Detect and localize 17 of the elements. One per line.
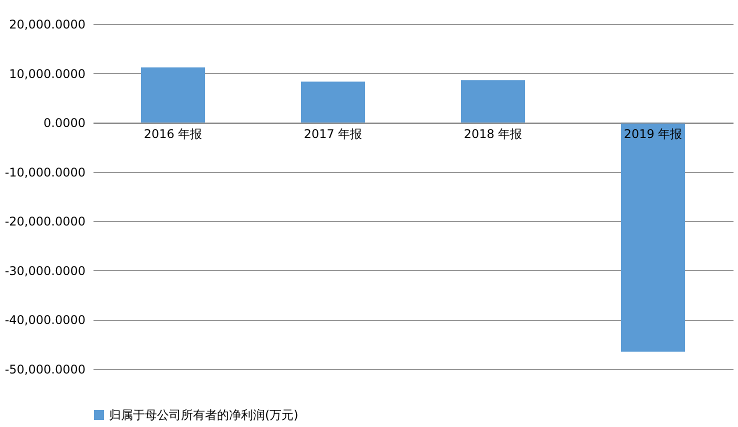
y-tick-label: -30,000.0000 (4, 264, 86, 278)
y-tick-label: 10,000.0000 (9, 66, 86, 81)
y-tick-label: -40,000.0000 (4, 313, 86, 328)
x-tick-label: 2017 年报 (304, 127, 362, 142)
x-tick-label: 2018 年报 (464, 127, 522, 142)
y-tick-label: -10,000.0000 (4, 165, 86, 180)
x-tick-label: 2016 年报 (144, 127, 202, 142)
bar (621, 122, 685, 352)
y-tick-label: 20,000.0000 (9, 18, 86, 32)
x-tick-label: 2019 年报 (624, 127, 682, 142)
legend-label: 归属于母公司所有者的净利润(万元) (109, 408, 298, 422)
y-tick-label: -50,000.0000 (4, 362, 86, 376)
y-tick-label: 0.0000 (44, 116, 86, 130)
y-tick-label: -20,000.0000 (4, 214, 86, 229)
bar (461, 80, 525, 123)
bar (301, 82, 365, 123)
bar (141, 67, 205, 123)
